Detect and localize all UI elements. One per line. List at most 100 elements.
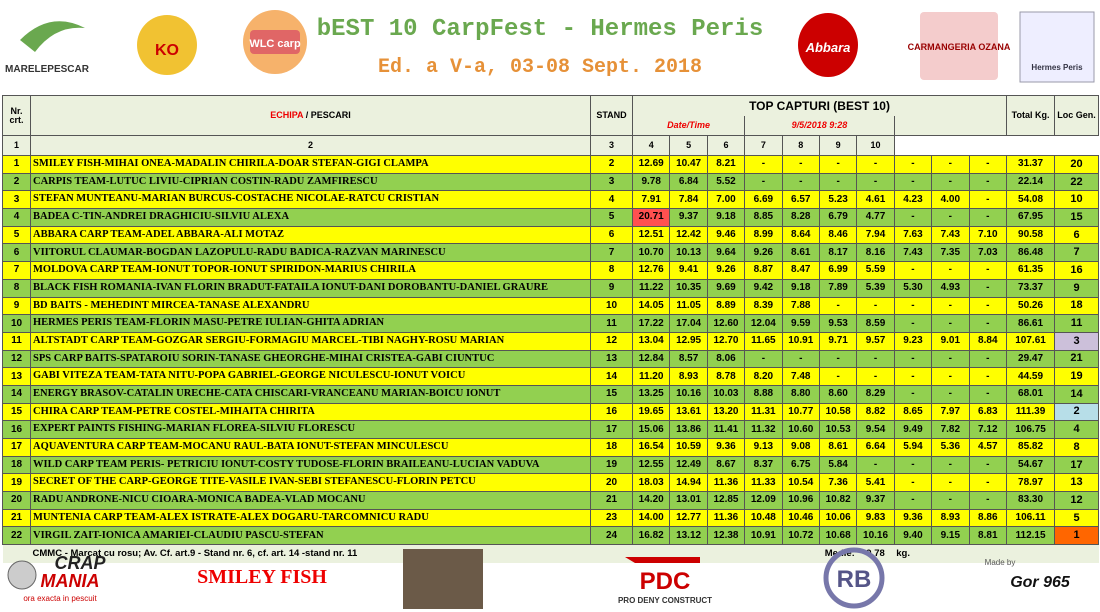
- catch: 12.49: [669, 455, 708, 475]
- team-row: 13 GABI VITEZA TEAM-TATA NITU-POPA GABRIE…: [2, 367, 1100, 386]
- catch: 6.69: [744, 190, 783, 210]
- catch: -: [893, 208, 933, 227]
- catch: 10.77: [781, 402, 820, 422]
- nr: 22: [2, 526, 31, 546]
- nr: 10: [2, 314, 31, 333]
- stand: 4: [590, 190, 633, 210]
- sponsor-text: MANIA: [41, 571, 100, 591]
- catch: 9.08: [781, 438, 820, 457]
- sponsor-text: PDC: [640, 568, 691, 595]
- catch: -: [818, 367, 858, 386]
- catch: 10.58: [818, 402, 858, 422]
- catch: 10.60: [781, 420, 820, 439]
- catch: 14.00: [631, 508, 671, 528]
- team: BLACK FISH ROMANIA-IVAN FLORIN BRADUT-FA…: [30, 278, 591, 298]
- catch: -: [856, 172, 895, 192]
- catch: -: [818, 172, 858, 192]
- catch: 7.63: [893, 225, 933, 245]
- nr: 2: [2, 172, 31, 192]
- total: 107.61: [1006, 331, 1056, 351]
- catch: 7.91: [631, 190, 671, 210]
- team-header: ECHIPA / PESCARI: [30, 95, 591, 136]
- catch: 9.37: [856, 491, 895, 510]
- total: 22.14: [1006, 172, 1056, 192]
- total: 50.26: [1006, 296, 1056, 316]
- nr: 13: [2, 367, 31, 386]
- catch: 4.77: [856, 208, 895, 227]
- catch: 8.81: [968, 526, 1008, 546]
- catch: 9.46: [706, 225, 746, 245]
- catch: 8.06: [706, 349, 746, 369]
- catch: 12.09: [744, 491, 783, 510]
- nr: 15: [2, 402, 31, 422]
- team: MUNTENIA CARP TEAM-ALEX ISTRATE-ALEX DOG…: [30, 508, 591, 528]
- logo-shape: [137, 15, 197, 75]
- catch: -: [781, 349, 820, 369]
- catch: 6.99: [818, 261, 858, 280]
- logo-text: Hermes Peris: [1031, 63, 1083, 72]
- sub-header: Date/Time 9/5/2018 9:28: [3, 115, 1099, 136]
- sponsor-text: RB: [837, 566, 872, 593]
- catch: 7.97: [931, 402, 970, 422]
- results-table: Nr. crt. ECHIPA / PESCARI STAND TOP CAPT…: [2, 95, 1100, 563]
- catch: -: [968, 172, 1008, 192]
- catch: 9.15: [931, 526, 970, 546]
- team-row: 12 SPS CARP BAITS-SPATAROIU SORIN-TANASE …: [2, 349, 1100, 369]
- stand: 12: [590, 331, 633, 351]
- catch: 9.26: [744, 243, 783, 263]
- catch: 8.67: [706, 455, 746, 475]
- catch: 7.48: [781, 367, 820, 386]
- team: CARPIS TEAM-LUTUC LIVIU-CIPRIAN COSTIN-R…: [30, 172, 591, 192]
- catch-number: 2: [30, 135, 591, 156]
- catch: 10.91: [781, 331, 820, 351]
- catch: -: [856, 349, 895, 369]
- total: 61.35: [1006, 261, 1056, 280]
- sponsor-text: Gor 965: [1010, 574, 1071, 591]
- catch: -: [968, 155, 1008, 174]
- logo-text: WLC carp: [249, 38, 301, 50]
- place: 11: [1054, 314, 1100, 333]
- catch: -: [818, 296, 858, 316]
- team: RADU ANDRONE-NICU CIOARA-MONICA BADEA-VL…: [30, 491, 591, 510]
- nr: 11: [2, 331, 31, 351]
- catch-number-row: 1 2 3 4 5 6 7 8 9 10: [2, 135, 1099, 156]
- catch: 7.36: [818, 473, 858, 493]
- catch-number: 7: [744, 135, 783, 156]
- catch: 5.36: [931, 438, 970, 457]
- team-row: 20 RADU ANDRONE-NICU CIOARA-MONICA BADEA-…: [2, 491, 1100, 510]
- place: 20: [1054, 155, 1100, 174]
- team-row: 3 STEFAN MUNTEANU-MARIAN BURCUS-COSTACHE …: [2, 190, 1100, 210]
- total: 106.11: [1006, 508, 1056, 528]
- place: 15: [1054, 208, 1100, 227]
- catch: 13.86: [669, 420, 708, 439]
- catch: 18.03: [631, 473, 671, 493]
- team: MOLDOVA CARP TEAM-IONUT TOPOR-IONUT SPIR…: [30, 261, 591, 280]
- catch: 8.87: [744, 261, 783, 280]
- total: 86.48: [1006, 243, 1056, 263]
- team-row: 5 ABBARA CARP TEAM-ADEL ABBARA-ALI MOTAZ 6…: [2, 225, 1100, 245]
- catch: 8.21: [706, 155, 746, 174]
- catch: 7.12: [968, 420, 1008, 439]
- subtitle: Ed. a V-a, 03-08 Sept. 2018: [378, 56, 702, 79]
- catch: 5.59: [856, 261, 895, 280]
- catch: 7.88: [781, 296, 820, 316]
- catch: 11.41: [706, 420, 746, 439]
- catch: -: [893, 455, 933, 475]
- catch: 9.13: [744, 438, 783, 457]
- catch: 10.48: [744, 508, 783, 528]
- catch: 10.91: [744, 526, 783, 546]
- place: 17: [1054, 455, 1100, 475]
- total: 106.75: [1006, 420, 1056, 439]
- catch: 11.20: [631, 367, 671, 386]
- catch: 8.47: [781, 261, 820, 280]
- catch: 9.53: [818, 314, 858, 333]
- catch: 4.23: [893, 190, 933, 210]
- catch: -: [893, 155, 933, 174]
- stand: 24: [590, 526, 633, 546]
- unit: kg.: [894, 544, 932, 563]
- catch: 8.64: [781, 225, 820, 245]
- catch: 4.00: [931, 190, 970, 210]
- team: GABI VITEZA TEAM-TATA NITU-POPA GABRIEL-…: [30, 367, 591, 386]
- catch: 8.61: [818, 438, 858, 457]
